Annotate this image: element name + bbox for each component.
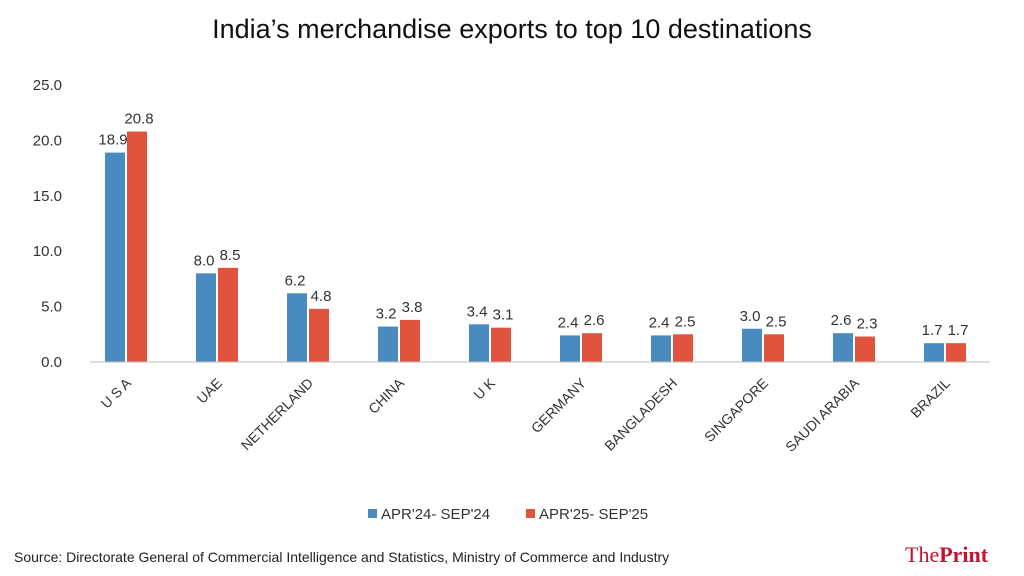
x-tick-label: SAUDI ARABIA xyxy=(782,374,863,455)
bars xyxy=(105,131,966,362)
legend: APR'24- SEP'24 APR'25- SEP'25 xyxy=(368,506,648,523)
legend-swatch xyxy=(368,509,377,518)
data-labels: 18.9 20.8 8.0 8.5 6.2 4.8 3.2 3.8 3.4 3.1 2.4 2.6 2.… xyxy=(98,111,968,340)
bar-chart: 0.0 5.0 10.0 15.0 20.0 25.0 18.9 20.8 8.0 8.5 6.2… xyxy=(33,77,990,523)
data-label: 3.8 xyxy=(402,299,423,316)
x-tick-label: UAE xyxy=(193,375,225,407)
bar-apr24-sep24 xyxy=(469,324,489,362)
bar-apr25-sep25 xyxy=(946,343,966,362)
brand-part-1: The xyxy=(905,542,940,567)
x-tick-label: GERMANY xyxy=(528,374,590,436)
x-tick-label: CHINA xyxy=(365,374,408,417)
bar-apr24-sep24 xyxy=(651,335,671,362)
x-tick-label: BRAZIL xyxy=(907,375,953,421)
bar-apr25-sep25 xyxy=(218,267,238,362)
y-tick-label: 20.0 xyxy=(33,132,62,149)
data-label: 20.8 xyxy=(124,111,153,128)
data-label: 1.7 xyxy=(922,322,943,339)
y-tick-label: 5.0 xyxy=(41,299,62,316)
data-label: 2.4 xyxy=(558,314,579,331)
legend-swatch xyxy=(526,509,535,518)
data-label: 18.9 xyxy=(98,132,127,149)
data-label: 2.4 xyxy=(649,314,670,331)
data-label: 1.7 xyxy=(948,322,969,339)
x-tick-label: U K xyxy=(470,374,498,402)
x-tick-label: SINGAPORE xyxy=(701,375,771,445)
y-tick-label: 25.0 xyxy=(33,77,62,94)
data-label: 3.4 xyxy=(467,303,488,320)
data-label: 2.5 xyxy=(766,313,787,330)
bar-apr24-sep24 xyxy=(287,293,307,362)
legend-label: APR'24- SEP'24 xyxy=(381,506,490,523)
bar-apr25-sep25 xyxy=(764,334,784,362)
data-label: 3.0 xyxy=(740,308,761,325)
y-axis: 0.0 5.0 10.0 15.0 20.0 25.0 xyxy=(33,77,62,371)
bar-apr24-sep24 xyxy=(378,326,398,362)
bar-apr25-sep25 xyxy=(491,327,511,362)
x-tick-label: U S A xyxy=(97,374,134,411)
bar-apr25-sep25 xyxy=(582,333,602,362)
data-label: 6.2 xyxy=(285,272,306,289)
bar-apr25-sep25 xyxy=(309,308,329,362)
bar-apr25-sep25 xyxy=(400,319,420,362)
data-label: 8.0 xyxy=(194,252,215,269)
y-tick-label: 0.0 xyxy=(41,354,62,371)
bar-apr24-sep24 xyxy=(742,328,762,362)
x-tick-label: NETHERLAND xyxy=(238,375,316,453)
bar-apr25-sep25 xyxy=(855,336,875,362)
data-label: 8.5 xyxy=(220,247,241,264)
bar-apr24-sep24 xyxy=(833,333,853,362)
brand-logo: ThePrint xyxy=(905,542,988,568)
data-label: 4.8 xyxy=(311,288,332,305)
bar-apr24-sep24 xyxy=(924,343,944,362)
source-note: Source: Directorate General of Commercia… xyxy=(14,549,670,565)
data-label: 2.5 xyxy=(675,313,696,330)
bar-apr24-sep24 xyxy=(105,152,125,362)
bar-apr25-sep25 xyxy=(673,334,693,362)
legend-label: APR'25- SEP'25 xyxy=(539,506,648,523)
x-axis: U S A UAE NETHERLAND CHINA U K GERMANY BANGLAD… xyxy=(90,361,990,455)
data-label: 2.6 xyxy=(584,312,605,329)
chart-title: India’s merchandise exports to top 10 de… xyxy=(212,14,812,44)
data-label: 3.1 xyxy=(493,307,514,324)
x-tick-label: BANGLADESH xyxy=(601,375,680,454)
bar-apr25-sep25 xyxy=(127,131,147,362)
brand-part-2: Print xyxy=(939,542,989,567)
data-label: 2.6 xyxy=(831,312,852,329)
bar-apr24-sep24 xyxy=(560,335,580,362)
data-label: 3.2 xyxy=(376,306,397,323)
y-tick-label: 15.0 xyxy=(33,188,62,205)
y-tick-label: 10.0 xyxy=(33,243,62,260)
bar-apr24-sep24 xyxy=(196,273,216,362)
data-label: 2.3 xyxy=(857,316,878,333)
